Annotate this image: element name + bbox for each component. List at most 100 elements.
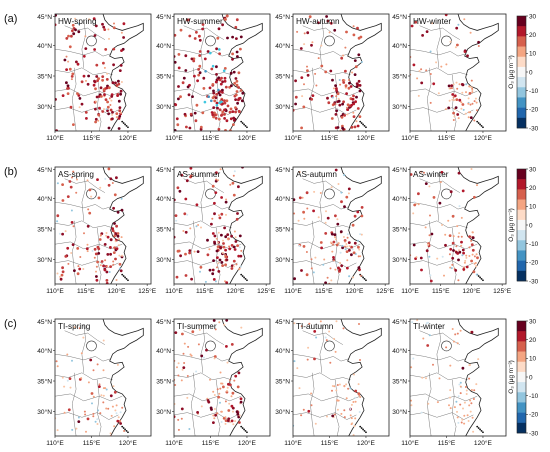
station-dot	[174, 33, 177, 37]
station-dot	[78, 106, 81, 109]
colorbar-tick-label: -20	[529, 107, 539, 114]
station-dot	[310, 392, 313, 395]
station-dot	[462, 407, 464, 410]
station-dot	[85, 247, 89, 251]
station-dot	[294, 102, 297, 106]
station-dot	[477, 358, 480, 361]
station-dot	[347, 192, 350, 195]
station-dot	[234, 240, 238, 243]
station-dot	[105, 108, 108, 111]
x-tick-label: 115°E	[196, 287, 214, 295]
row-label: (b)	[4, 166, 17, 178]
station-dot	[109, 252, 112, 256]
map-panel	[291, 166, 390, 286]
x-tick-label: 115°E	[438, 439, 456, 447]
station-dot	[237, 109, 241, 113]
station-dot	[107, 112, 110, 116]
station-dot	[213, 111, 216, 115]
station-dot	[360, 214, 364, 218]
station-dot	[75, 191, 78, 194]
panel-frame	[173, 166, 271, 285]
station-dot	[412, 212, 415, 215]
station-dot	[432, 196, 436, 199]
station-dot	[470, 243, 474, 247]
province-border	[451, 227, 457, 284]
y-tick-label: 40°N	[37, 347, 52, 355]
station-dot	[91, 402, 93, 405]
station-dot	[331, 389, 333, 392]
station-dot	[328, 31, 331, 34]
station-dot	[67, 60, 70, 63]
station-dot	[77, 420, 81, 423]
province-border	[293, 393, 361, 402]
station-dot	[349, 85, 353, 88]
station-dot	[466, 414, 469, 417]
x-tick-label: 110°E	[284, 439, 302, 447]
station-dot	[346, 266, 349, 270]
island-dot	[124, 276, 126, 279]
station-dot	[69, 105, 73, 109]
station-dot	[468, 92, 472, 95]
island-dot	[243, 123, 245, 126]
station-dot	[217, 76, 221, 80]
province-border	[419, 178, 461, 193]
y-tick-label: 45°N	[156, 166, 171, 174]
station-dot	[109, 432, 112, 435]
station-dot	[467, 97, 470, 100]
station-dot	[472, 430, 475, 433]
coastline	[340, 14, 382, 131]
station-dot	[236, 244, 240, 248]
station-dot	[174, 129, 177, 131]
station-dot	[63, 411, 66, 414]
station-dot	[325, 210, 327, 213]
province-border	[293, 201, 349, 210]
station-dot	[78, 267, 82, 271]
station-dot	[469, 111, 472, 114]
province-border	[55, 107, 119, 115]
station-dot	[219, 401, 221, 404]
station-dot	[358, 323, 360, 325]
station-dot	[456, 225, 459, 228]
station-dot	[424, 182, 428, 186]
station-dot	[429, 73, 432, 75]
station-dot	[56, 182, 59, 185]
province-border	[293, 48, 349, 57]
station-dot	[360, 233, 363, 236]
island-dot	[241, 427, 244, 429]
station-dot	[202, 87, 206, 90]
station-dot	[306, 358, 309, 361]
station-dot	[229, 421, 232, 424]
station-dot	[334, 236, 337, 239]
station-dot	[113, 390, 117, 394]
island-dot	[121, 273, 124, 276]
beijing-outline	[324, 340, 335, 352]
station-dot	[200, 226, 202, 229]
station-dot	[334, 350, 337, 353]
station-dot	[224, 419, 228, 422]
station-dot	[79, 256, 82, 258]
station-dot	[412, 63, 416, 67]
station-dot	[93, 256, 96, 259]
island-dot	[360, 427, 363, 429]
station-dot	[90, 195, 93, 198]
station-dot	[337, 97, 340, 100]
x-tick-label: 115°E	[77, 287, 95, 295]
island-dot	[362, 276, 364, 279]
station-dot	[232, 423, 235, 426]
station-dot	[213, 394, 216, 396]
station-dot	[311, 41, 314, 44]
station-dot	[206, 238, 209, 242]
station-dot	[95, 95, 99, 99]
station-dot	[94, 252, 98, 256]
station-dot	[351, 71, 354, 74]
station-dot	[112, 47, 116, 51]
colorbar-segment	[517, 209, 526, 221]
station-dot	[449, 266, 452, 269]
station-dot	[111, 227, 114, 231]
island-dot	[127, 126, 129, 129]
station-dot	[457, 171, 461, 175]
station-dot	[98, 383, 101, 386]
station-dot	[230, 343, 234, 346]
station-dot	[326, 19, 330, 23]
station-dot	[113, 222, 116, 225]
